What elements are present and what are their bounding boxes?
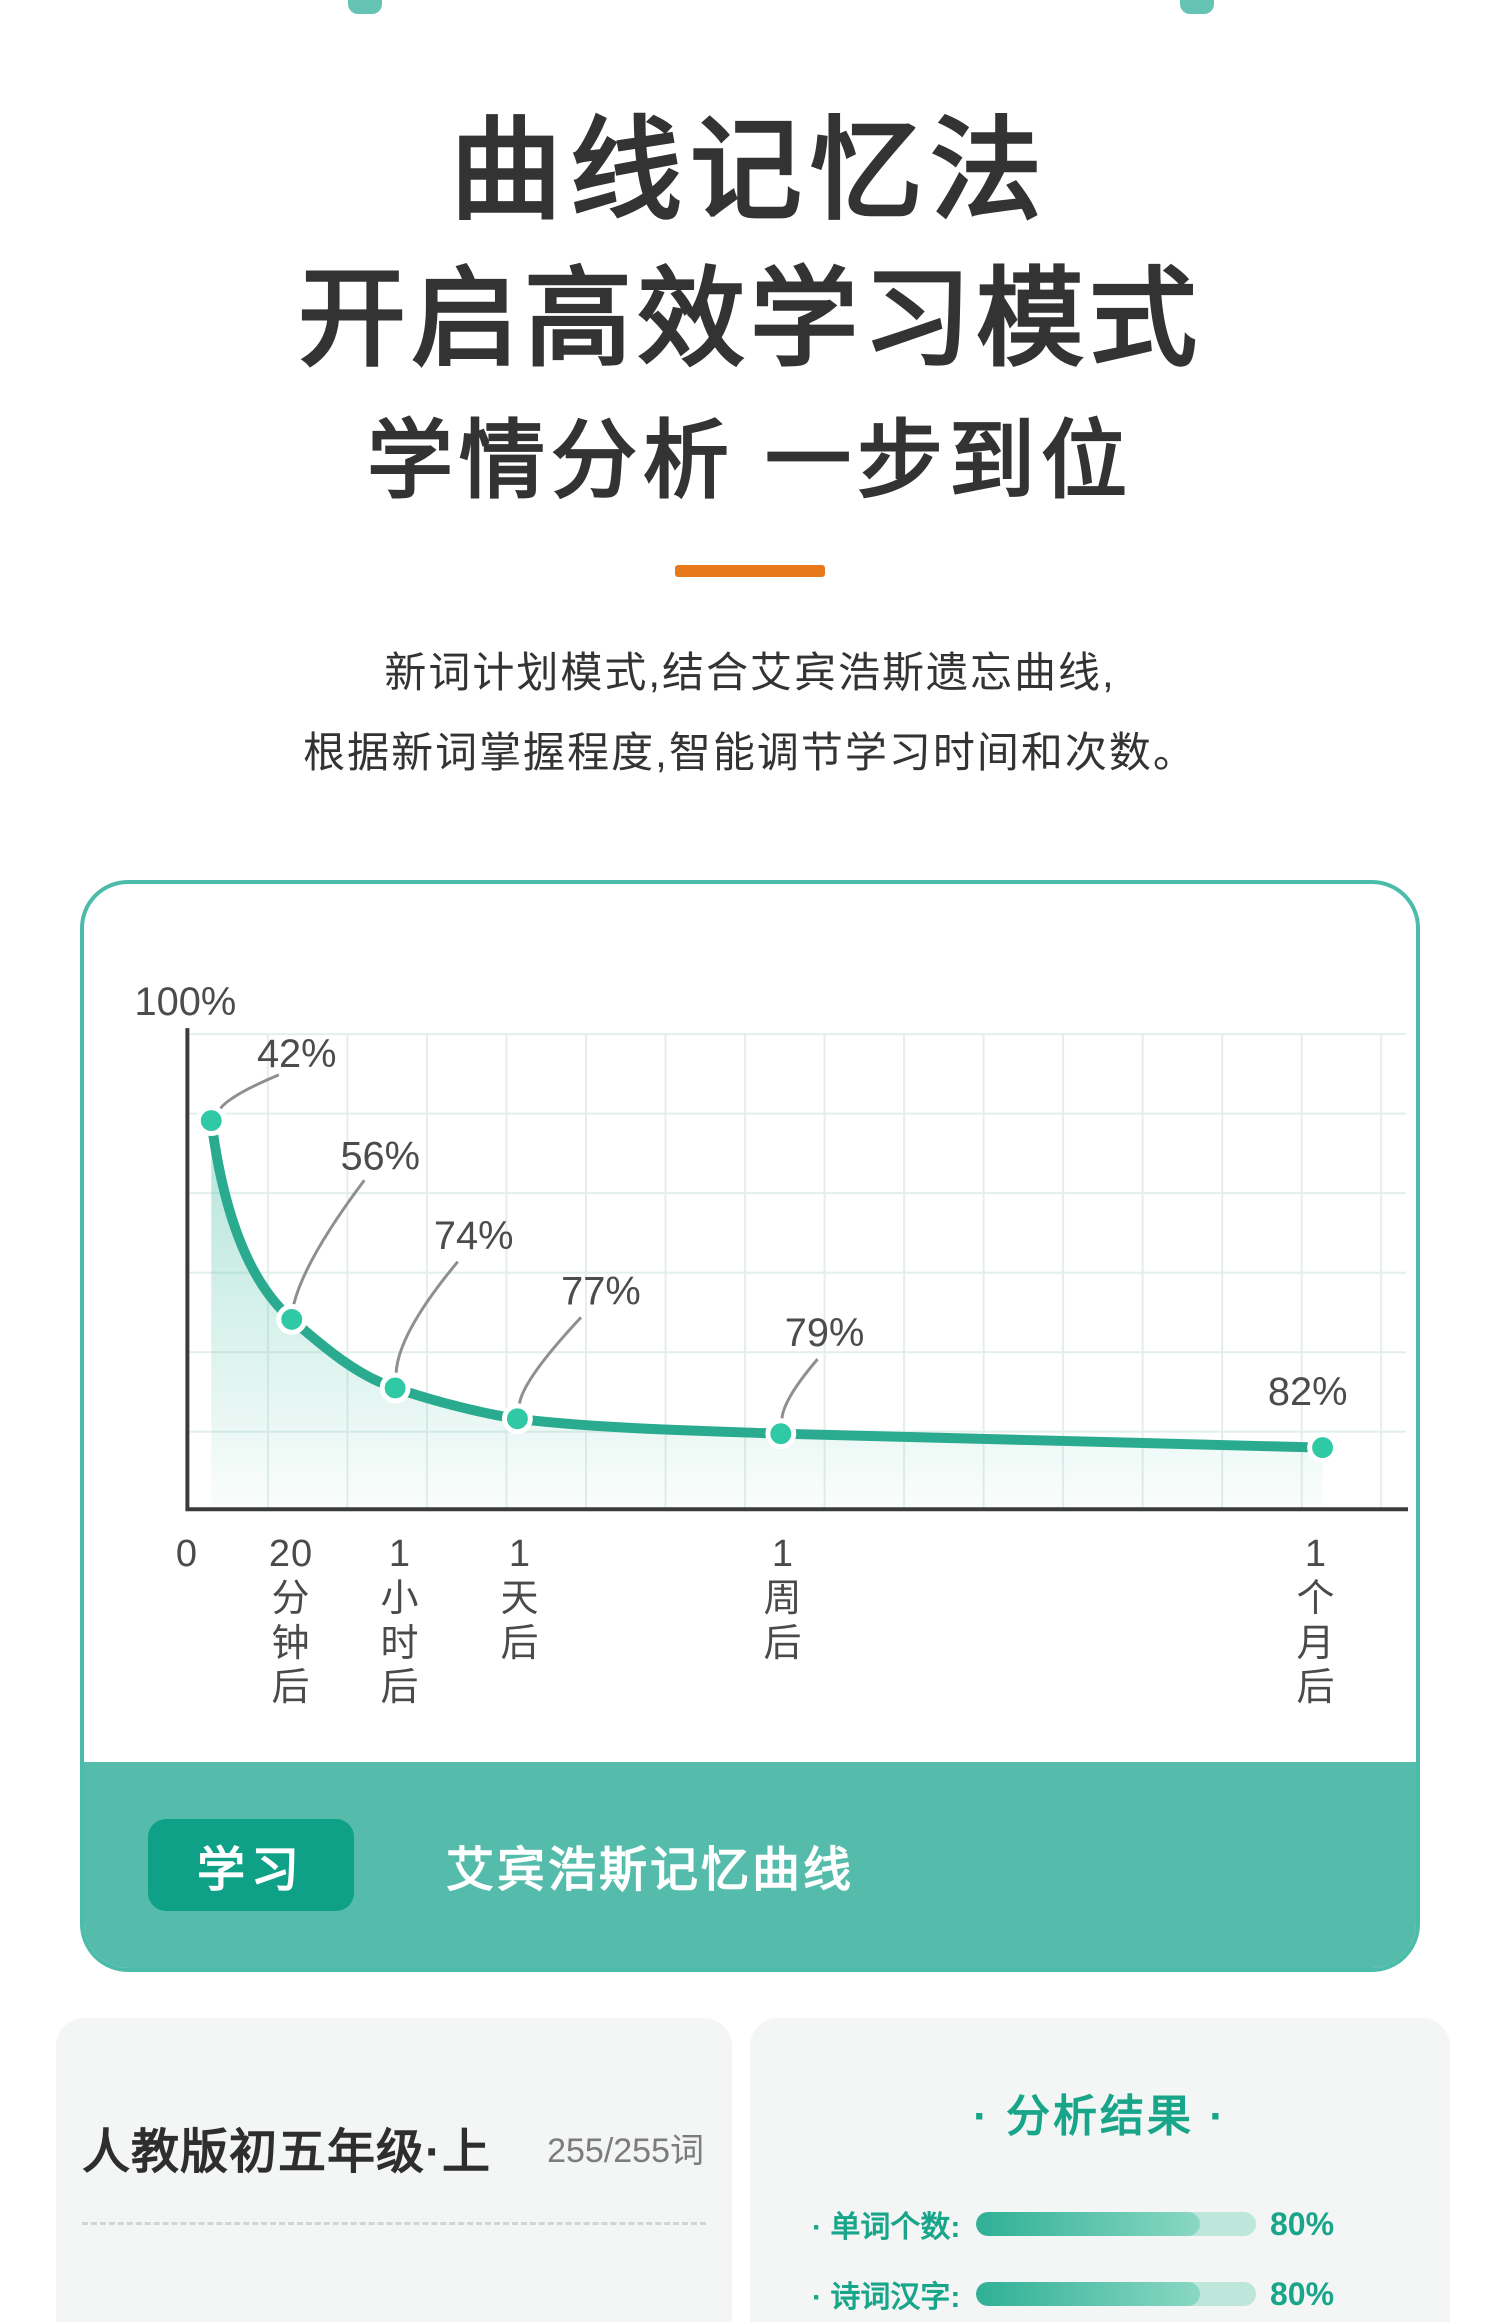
x-tick-20min: 20 分钟后	[268, 1533, 314, 1710]
x-tick-0: 0	[175, 1533, 199, 1575]
curve-caption-band: 学习 艾宾浩斯记忆曲线	[84, 1762, 1416, 1968]
words-percent: 80%	[1270, 2205, 1335, 2242]
words-count-label: · 单词个数:	[812, 2211, 961, 2244]
top-right-decoration	[1180, 0, 1214, 14]
poetry-progress-bar	[976, 2282, 1256, 2306]
page-title-line1: 曲线记忆法	[450, 108, 1050, 233]
data-point-1	[195, 1105, 227, 1136]
label-82pct: 82%	[1268, 1370, 1348, 1414]
label-77pct: 77%	[561, 1269, 641, 1313]
description-line2: 根据新词掌握程度,智能调节学习时间和次数。	[303, 728, 1197, 776]
label-79pct: 79%	[785, 1311, 865, 1355]
words-progress-bar	[976, 2212, 1256, 2236]
analysis-row-words: · 单词个数: 80%	[750, 2202, 1450, 2246]
data-point-5	[765, 1418, 797, 1450]
textbook-card: 人教版初五年级·上 255/255词	[56, 2018, 732, 2322]
label-42pct: 42%	[257, 1032, 337, 1076]
word-count-badge: 255/255词	[547, 2131, 704, 2170]
page-title-line2: 开启高效学习模式	[297, 258, 1202, 380]
poetry-progress-fill	[976, 2282, 1200, 2306]
analysis-title: · 分析结果 ·	[973, 2092, 1227, 2141]
data-point-2	[276, 1303, 308, 1335]
poetry-label: · 诗词汉字:	[812, 2281, 961, 2314]
data-point-6	[1307, 1432, 1338, 1464]
hero-section: 曲线记忆法 开启高效学习模式 学情分析 一步到位 新词计划模式,结合艾宾浩斯遗忘…	[0, 104, 1500, 793]
data-point-4	[501, 1403, 533, 1435]
curve-svg: 100% 42% 56% 74% 77% 79% 82%	[135, 980, 1409, 1512]
chart-axes	[185, 1028, 1409, 1512]
top-left-decoration	[348, 0, 382, 14]
analysis-row-poetry: · 诗词汉字: 80%	[750, 2272, 1450, 2316]
dashed-separator	[82, 2222, 706, 2225]
label-74pct: 74%	[434, 1214, 514, 1258]
label-connectors	[219, 1073, 819, 1421]
data-point-3	[379, 1372, 411, 1404]
textbook-header-row: 人教版初五年级·上 255/255词	[82, 2112, 704, 2182]
description-text: 新词计划模式,结合艾宾浩斯遗忘曲线, 根据新词掌握程度,智能调节学习时间和次数。	[0, 633, 1500, 793]
curve-title: 艾宾浩斯记忆曲线	[446, 1844, 855, 1897]
poetry-percent: 80%	[1270, 2275, 1335, 2312]
description-line1: 新词计划模式,结合艾宾浩斯遗忘曲线,	[384, 649, 1116, 697]
textbook-title: 人教版初五年级·上	[82, 2126, 491, 2179]
page-subtitle: 学情分析 一步到位	[367, 412, 1133, 509]
label-56pct: 56%	[340, 1134, 420, 1178]
analysis-card: · 分析结果 · · 单词个数: 80% · 诗词汉字: 80%	[750, 2018, 1450, 2322]
orange-divider	[675, 565, 825, 578]
curve-data-points	[195, 1105, 1338, 1464]
curve-area-fill	[211, 1120, 1323, 1508]
study-tag-button[interactable]: 学习	[148, 1819, 354, 1911]
words-progress-fill	[976, 2212, 1200, 2236]
label-100pct: 100%	[135, 980, 237, 1024]
